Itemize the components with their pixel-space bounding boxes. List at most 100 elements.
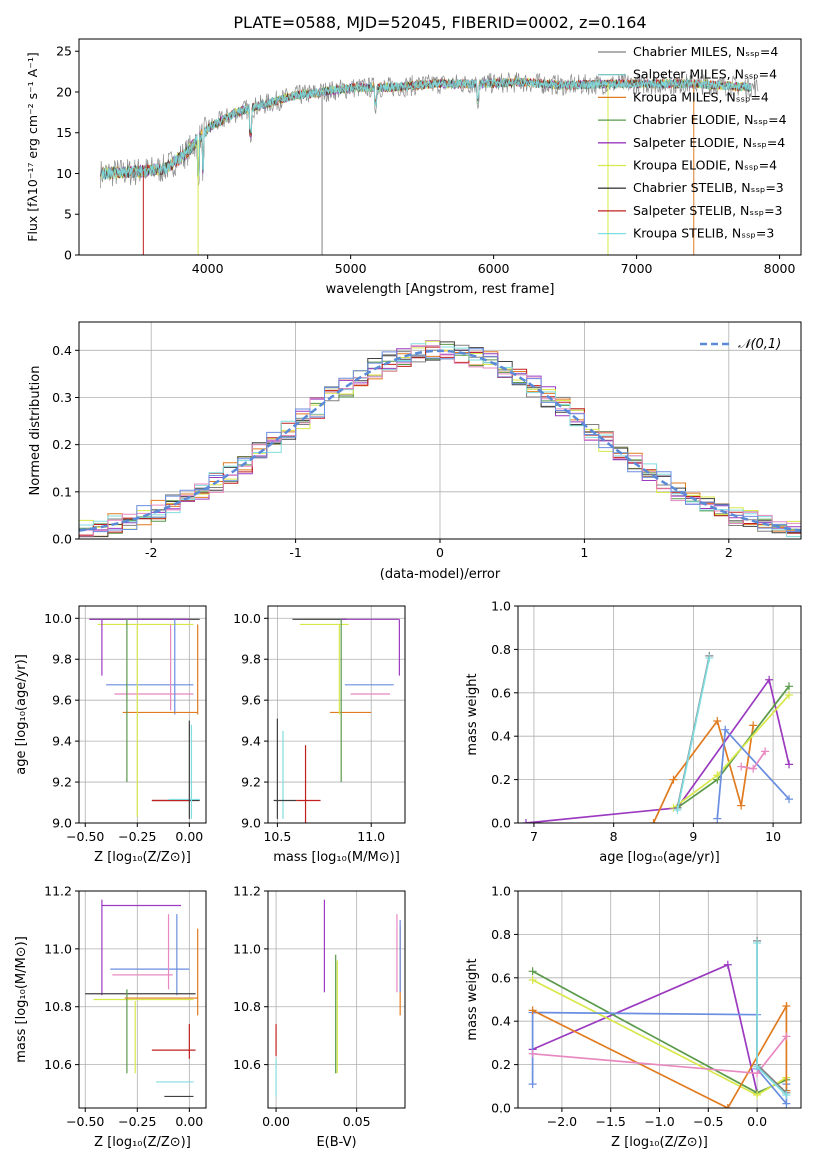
y-tick-label: 9.2	[52, 775, 72, 790]
y-axis-label: Flux [fλ10⁻¹⁷ erg cm⁻² s⁻¹ A⁻¹]	[25, 52, 40, 241]
panel-residuals: -2 -1 0 1 2 0.0 0.1 0.2 0.3 0.4 (data-model)/error…	[28, 321, 802, 582]
legend-label: Salpeter STELIB, Nₛₛₚ=3	[633, 203, 783, 218]
weight-point	[785, 795, 794, 804]
y-tick-label: 9.2	[241, 775, 261, 790]
y-tick-label: 0.4	[491, 1014, 511, 1029]
weight-point	[528, 1049, 537, 1058]
y-tick-label: 10.0	[233, 611, 261, 626]
errorbars	[275, 899, 401, 1097]
y-tick-label: 0.8	[491, 927, 511, 942]
weight-series	[756, 943, 787, 1096]
legend: Chabrier MILES, Nₛₛₚ=4 Salpeter MILES, Nₛ…	[598, 44, 787, 241]
y-tick-label: 1.0	[491, 599, 511, 614]
x-tick-label: −1.5	[596, 1114, 626, 1129]
weight-point	[753, 1062, 762, 1071]
x-tick-label: −2.0	[547, 1114, 577, 1129]
x-tick-label: 8000	[764, 261, 796, 276]
y-tick-label: 10.0	[44, 611, 72, 626]
x-axis-label: Z [log₁₀(Z/Z⊙)]	[94, 850, 191, 865]
y-axis-label: mass [log₁₀(M/M⊙)]	[14, 936, 29, 1063]
x-tick-label: −0.50	[66, 1114, 104, 1129]
weight-series	[676, 685, 790, 809]
x-tick-label: 9	[689, 829, 697, 844]
weight-point	[528, 1006, 537, 1015]
y-tick-label: 15	[56, 125, 72, 140]
x-tick-label: -1	[289, 545, 301, 560]
spectrum-lines	[100, 72, 759, 255]
weight-point	[785, 760, 794, 769]
errorbars	[89, 618, 200, 819]
x-tick-label: 0.0	[747, 1114, 767, 1129]
axes-frame	[78, 38, 802, 256]
axes-frame	[267, 605, 406, 824]
y-tick-label: 0.2	[52, 437, 72, 452]
y-tick-label: 20	[56, 84, 72, 99]
weight-point	[737, 801, 746, 810]
weight-point	[649, 819, 658, 823]
weight-point	[782, 1002, 791, 1011]
y-tick-label: 0	[64, 248, 72, 263]
errorbars	[85, 899, 199, 1098]
axes-frame	[78, 321, 802, 540]
x-tick-label: −0.25	[118, 829, 156, 844]
axes-frame	[517, 605, 802, 824]
weight-point	[673, 805, 682, 814]
x-axis-label: Z [log₁₀(Z/Z⊙)]	[611, 1135, 708, 1150]
x-tick-label: −0.25	[118, 1114, 156, 1129]
y-tick-label: 1.0	[491, 884, 511, 899]
weight-point	[713, 814, 722, 823]
figure-title: PLATE=0588, MJD=52045, FIBERID=0002, z=0…	[233, 13, 646, 32]
x-tick-label: 6000	[478, 261, 510, 276]
x-tick-label: 11.0	[357, 829, 385, 844]
weight-point	[737, 762, 746, 771]
x-tick-label: 0.00	[175, 829, 203, 844]
x-tick-label: −0.50	[66, 829, 104, 844]
y-tick-label: 0.4	[52, 343, 72, 358]
legend-label: Chabrier MILES, Nₛₛₚ=4	[633, 44, 778, 59]
weight-point	[761, 747, 770, 756]
x-tick-label: 10.5	[263, 829, 291, 844]
weight-point	[782, 1099, 791, 1108]
axes-frame	[517, 890, 802, 1109]
weight-point	[785, 682, 794, 691]
y-tick-label: 9.6	[241, 693, 261, 708]
gaussian-curve	[79, 349, 801, 532]
weight-point	[669, 775, 678, 784]
weight-lines	[521, 651, 794, 823]
y-tick-label: 25	[56, 44, 72, 59]
x-axis-label: age [log₁₀(age/yr)]	[599, 850, 720, 865]
x-tick-label: 0.00	[175, 1114, 203, 1129]
y-tick-label: 0.0	[491, 1101, 511, 1116]
x-tick-label: 0.00	[262, 1114, 290, 1129]
y-tick-label: 0.6	[491, 970, 511, 985]
legend-label: Kroupa MILES, Nₛₛₚ=4	[633, 89, 769, 104]
y-tick-label: 0.2	[491, 1057, 511, 1072]
y-tick-label: 9.6	[52, 693, 72, 708]
y-tick-label: 10	[56, 166, 72, 181]
y-tick-label: 0.4	[491, 729, 511, 744]
y-tick-label: 10.6	[44, 1057, 72, 1072]
weight-series	[672, 694, 790, 809]
y-tick-label: 9.8	[241, 652, 261, 667]
panel-age_vs_Z: −0.50 −0.25 0.00 9.0 9.2 9.4 9.6 9.8 10.0 Z [log₁…	[14, 605, 207, 865]
panel-age_vs_mass: 10.5 11.0 9.0 9.2 9.4 9.6 9.8 10.0 mass [log₁₀(M…	[233, 605, 406, 865]
panel-mass_vs_Z: −0.50 −0.25 0.00 10.6 10.8 11.0 11.2 Z [log₁₀(Z…	[14, 884, 207, 1150]
y-tick-label: 10.8	[44, 999, 72, 1014]
spectrum-kroupa-stelib	[101, 77, 752, 181]
axes-frame	[267, 890, 406, 1109]
weight-point	[713, 771, 722, 780]
x-axis-label: E(B-V)	[316, 1135, 356, 1150]
weight-point	[723, 960, 732, 969]
weight-point	[782, 1032, 791, 1041]
weight-series	[676, 657, 711, 811]
weight-point	[753, 939, 762, 948]
legend-label: Kroupa STELIB, Nₛₛₚ=3	[633, 226, 774, 241]
legend-label: 𝒩(0,1)	[738, 337, 781, 352]
x-axis-label: Z [log₁₀(Z/Z⊙)]	[94, 1135, 191, 1150]
errorbars	[273, 618, 400, 823]
legend-label: Salpeter MILES, Nₛₛₚ=4	[633, 67, 777, 82]
y-tick-label: 11.0	[44, 941, 72, 956]
y-tick-label: 9.0	[241, 816, 261, 831]
legend-label: Kroupa ELODIE, Nₛₛₚ=4	[633, 158, 777, 173]
